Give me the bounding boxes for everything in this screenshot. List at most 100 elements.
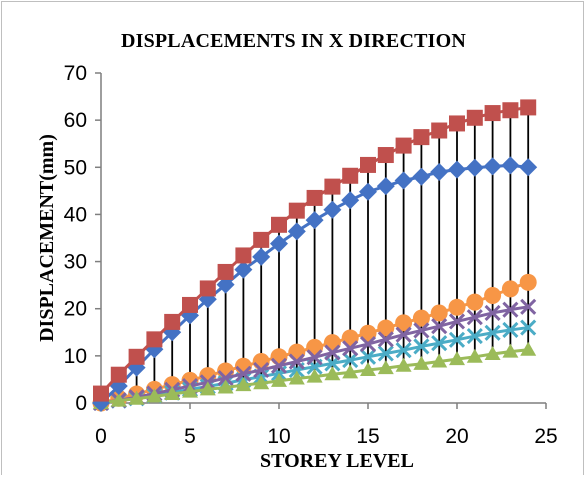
data-point bbox=[324, 366, 341, 381]
y-tick-label: 30 bbox=[64, 251, 87, 274]
data-point bbox=[412, 309, 430, 327]
y-tick-label: 10 bbox=[64, 345, 87, 368]
y-tick-label: 0 bbox=[75, 392, 87, 415]
data-point bbox=[341, 191, 360, 210]
data-point bbox=[395, 137, 412, 154]
data-point bbox=[93, 385, 109, 402]
data-point bbox=[217, 379, 234, 394]
data-point bbox=[377, 360, 394, 375]
data-point bbox=[413, 129, 430, 146]
x-tick-label: 5 bbox=[184, 425, 196, 448]
y-tick-label: 20 bbox=[64, 298, 87, 321]
chart-title: DISPLACEMENTS IN X DIRECTION bbox=[120, 30, 467, 52]
data-point bbox=[270, 348, 288, 366]
data-point bbox=[288, 370, 305, 385]
data-point bbox=[271, 216, 287, 233]
data-point bbox=[252, 247, 271, 266]
x-axis-title: STOREY LEVEL bbox=[260, 450, 414, 472]
x-tick-label: 10 bbox=[267, 425, 290, 448]
data-point bbox=[501, 280, 519, 298]
data-point bbox=[501, 156, 520, 175]
data-point bbox=[288, 202, 305, 219]
x-tick-label: 0 bbox=[95, 425, 107, 448]
data-point bbox=[342, 352, 359, 369]
data-point bbox=[484, 105, 501, 122]
data-point bbox=[430, 304, 448, 322]
data-point bbox=[128, 348, 145, 365]
y-tick-label: 50 bbox=[64, 156, 87, 179]
data-point bbox=[305, 211, 324, 230]
y-tick-label: 40 bbox=[64, 203, 87, 226]
data-point bbox=[376, 177, 395, 196]
data-point bbox=[287, 222, 306, 241]
data-point bbox=[395, 357, 412, 372]
x-tick-label: 15 bbox=[356, 425, 379, 448]
data-point bbox=[395, 326, 412, 343]
data-point bbox=[182, 296, 198, 313]
x-tick-label: 25 bbox=[534, 425, 557, 448]
data-point bbox=[484, 287, 502, 305]
data-point bbox=[253, 231, 270, 248]
data-point bbox=[431, 122, 448, 139]
data-point bbox=[430, 163, 449, 181]
data-point bbox=[110, 366, 127, 383]
axes bbox=[95, 72, 547, 409]
data-point bbox=[484, 324, 501, 341]
data-point bbox=[377, 331, 394, 348]
data-point bbox=[323, 200, 342, 219]
data-point bbox=[431, 353, 448, 368]
data-point bbox=[342, 167, 359, 184]
data-point bbox=[502, 321, 519, 338]
data-point bbox=[484, 345, 501, 360]
data-point bbox=[234, 260, 253, 279]
data-point bbox=[502, 301, 519, 318]
data-point bbox=[253, 375, 270, 390]
data-point bbox=[235, 247, 252, 264]
data-point bbox=[520, 298, 537, 315]
data-point bbox=[448, 160, 466, 179]
data-point bbox=[110, 392, 127, 407]
data-point bbox=[520, 99, 537, 116]
data-point bbox=[324, 344, 341, 361]
data-point bbox=[235, 365, 252, 382]
data-point bbox=[324, 178, 341, 195]
x-tick-label: 20 bbox=[445, 425, 468, 448]
data-point bbox=[235, 377, 252, 392]
data-point bbox=[270, 357, 288, 374]
data-point bbox=[448, 313, 466, 330]
data-point bbox=[520, 319, 537, 336]
data-point bbox=[466, 309, 483, 326]
data-point bbox=[164, 313, 181, 330]
y-tick-label: 60 bbox=[64, 109, 87, 132]
y-tick-label: 70 bbox=[64, 62, 87, 85]
data-point bbox=[359, 324, 377, 342]
data-point bbox=[288, 353, 305, 370]
data-point bbox=[449, 351, 465, 366]
data-point bbox=[146, 388, 163, 403]
data-point bbox=[394, 171, 413, 190]
data-point bbox=[217, 263, 234, 280]
data-point bbox=[182, 383, 198, 398]
data-point bbox=[306, 189, 323, 206]
data-point bbox=[342, 340, 359, 357]
data-point bbox=[395, 342, 412, 359]
tick-labels: 0 10 20 30 40 50 60 70 0 5 10 15 20 25 bbox=[64, 62, 558, 448]
data-point bbox=[466, 293, 484, 311]
data-point bbox=[412, 167, 431, 186]
data-point bbox=[519, 158, 538, 177]
data-point bbox=[288, 343, 306, 361]
data-point bbox=[253, 361, 270, 379]
data-point bbox=[395, 314, 413, 332]
data-point bbox=[342, 364, 359, 379]
data-point bbox=[449, 115, 465, 132]
data-point bbox=[413, 355, 430, 370]
y-axis-title: DISPLACEMENT(mm) bbox=[36, 134, 58, 342]
data-point bbox=[520, 341, 537, 356]
data-point bbox=[199, 381, 216, 396]
data-point bbox=[502, 343, 519, 358]
data-point bbox=[146, 331, 163, 348]
data-point bbox=[306, 368, 323, 383]
data-point bbox=[360, 156, 376, 173]
data-point bbox=[519, 273, 537, 291]
